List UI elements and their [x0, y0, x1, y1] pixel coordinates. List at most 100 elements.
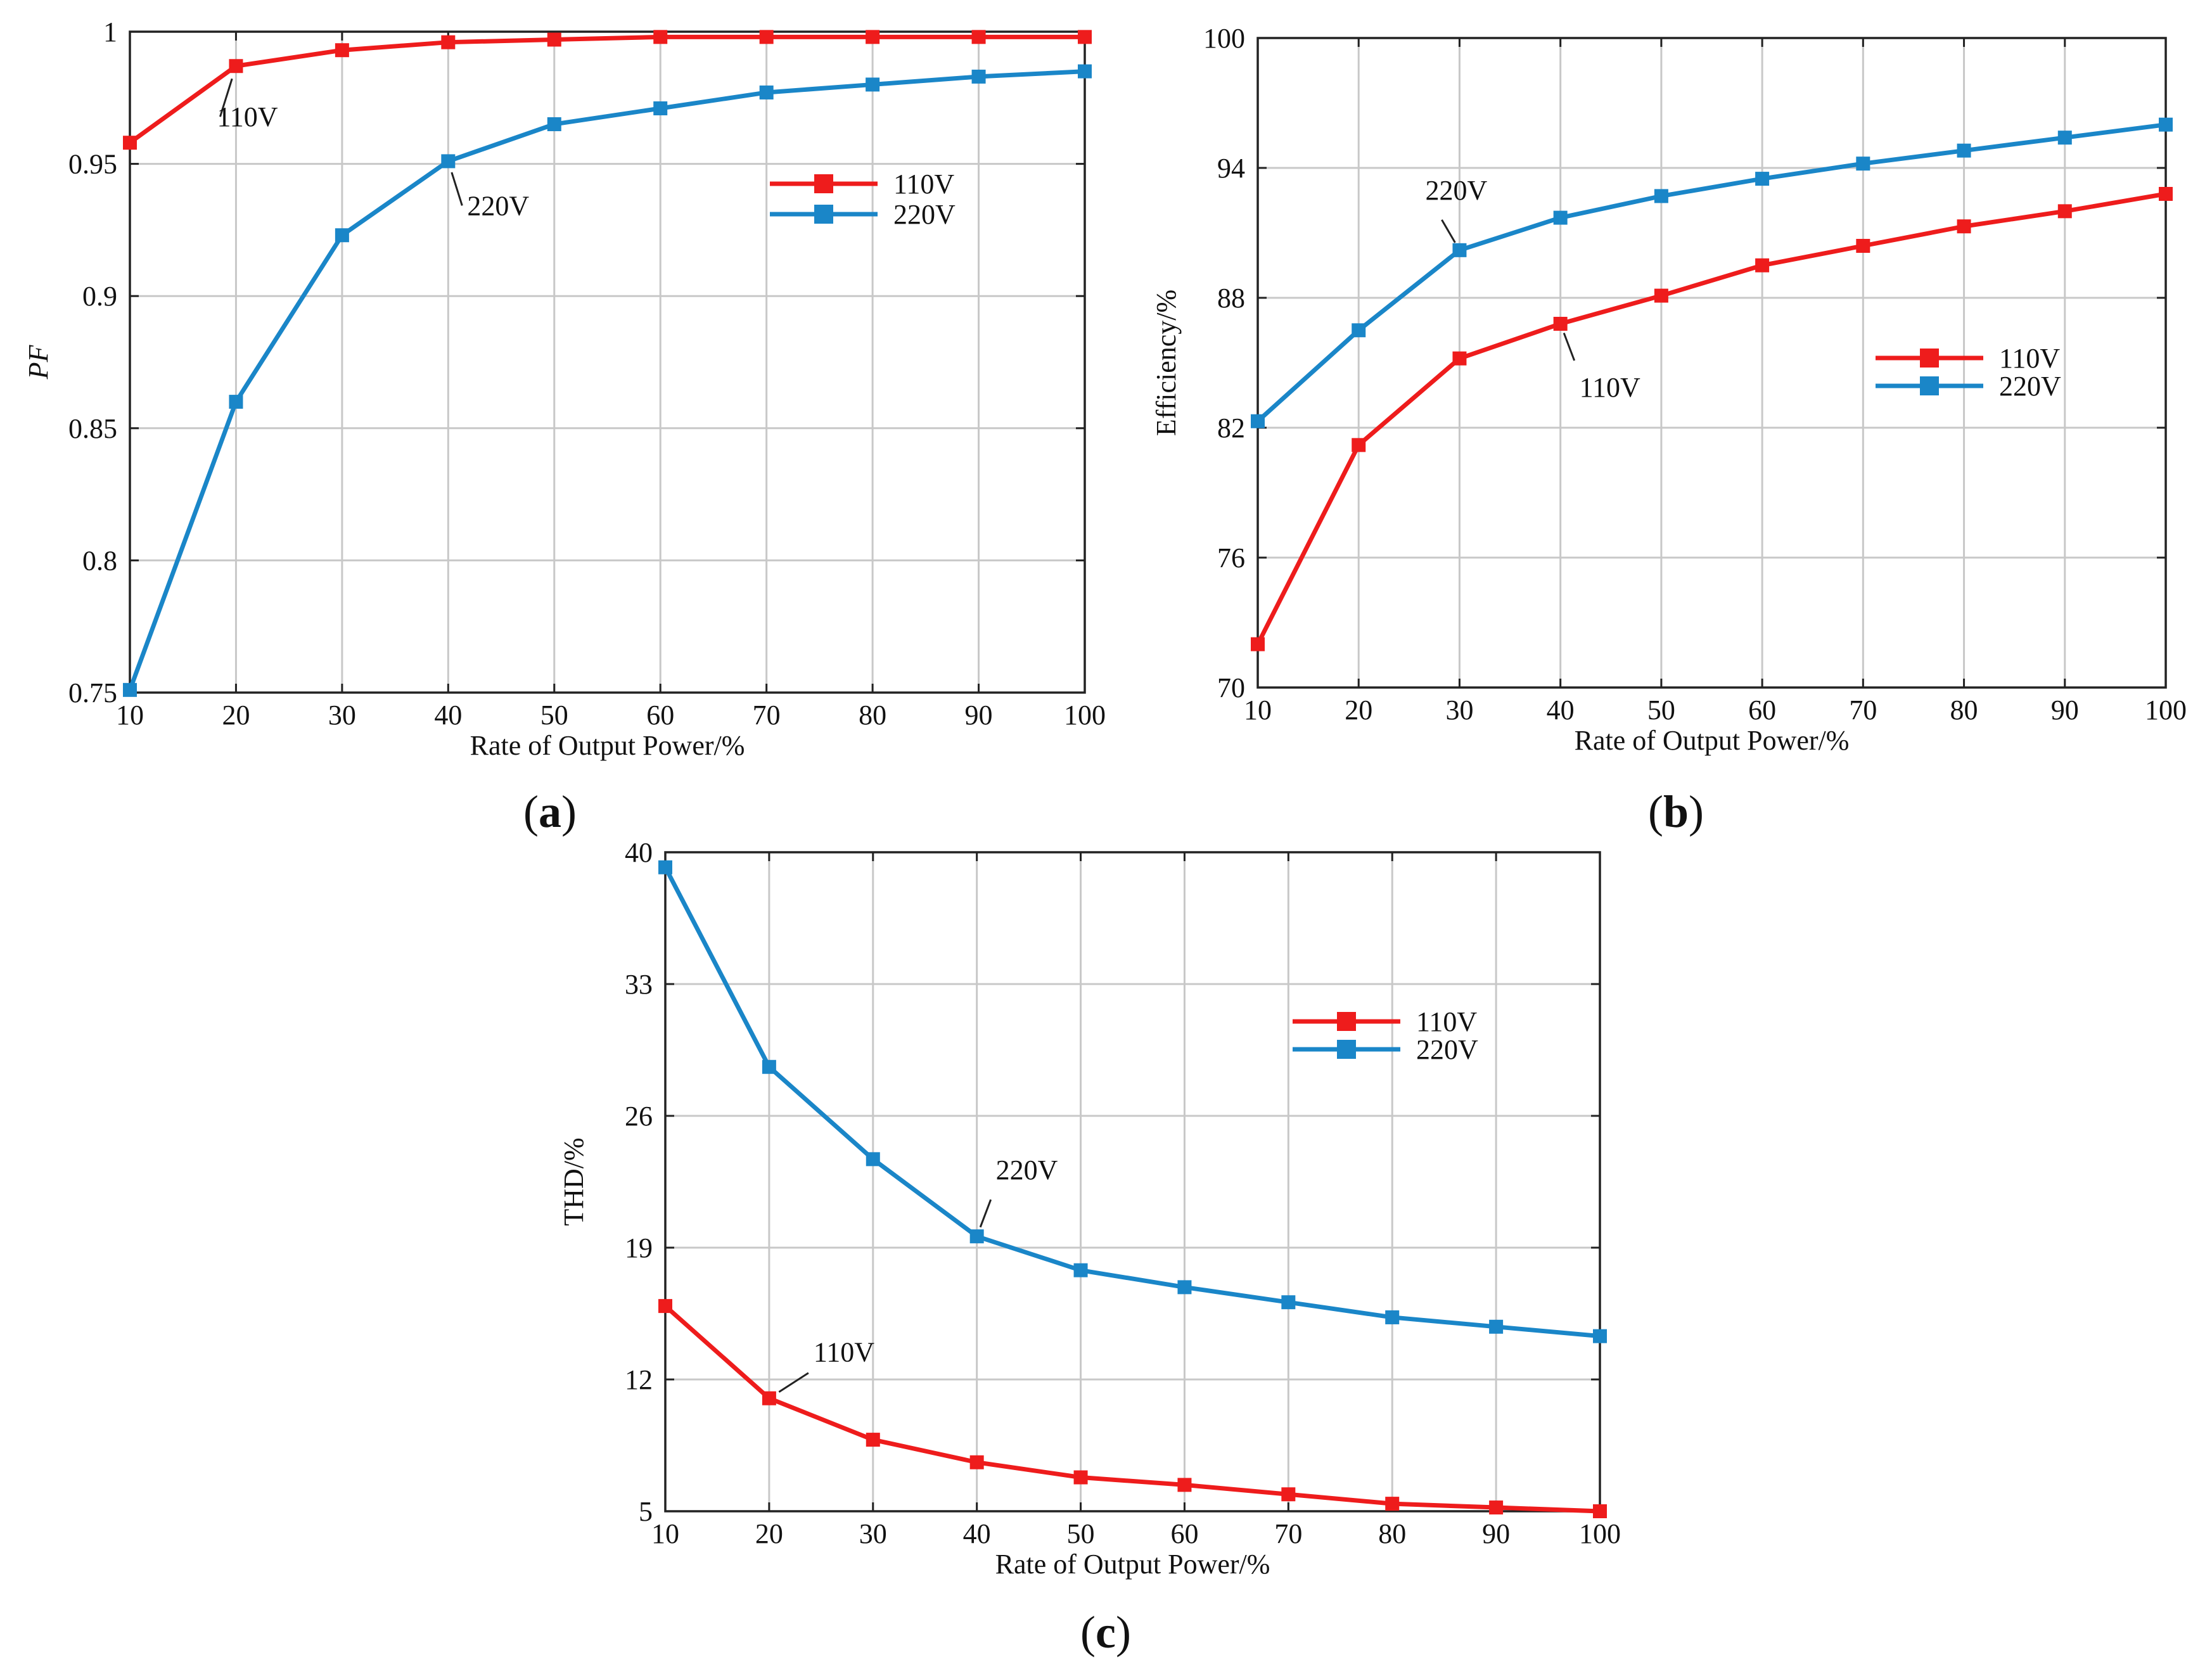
data-point-220V: [971, 69, 986, 84]
data-point-220V: [658, 860, 672, 874]
data-point-110V: [759, 30, 774, 44]
x-tick-label: 80: [859, 700, 886, 731]
data-point-110V: [123, 136, 137, 150]
y-tick-label: 1: [103, 16, 117, 48]
y-tick-label: 94: [1217, 153, 1245, 184]
x-tick-label: 20: [755, 1518, 783, 1549]
data-point-110V: [1489, 1500, 1504, 1515]
plot-frame: [129, 30, 1086, 694]
data-point-110V: [971, 30, 986, 44]
y-tick-label: 0.95: [68, 149, 117, 180]
data-point-110V: [1385, 1497, 1400, 1511]
data-point-110V: [1452, 351, 1467, 366]
legend-marker-110V: [1337, 1012, 1356, 1031]
data-point-220V: [1078, 64, 1092, 79]
data-point-220V: [1352, 323, 1366, 338]
y-tick-label: 26: [625, 1101, 653, 1132]
legend-label-110V: 110V: [1999, 343, 2060, 374]
y-tick-label: 100: [1203, 23, 1245, 54]
x-tick-label: 30: [328, 700, 356, 731]
y-axis-label: Efficiency/%: [1151, 290, 1182, 436]
data-point-220V: [1177, 1280, 1192, 1295]
data-point-220V: [1553, 210, 1568, 225]
annotation-label: 110V: [1580, 372, 1640, 403]
annotation-leader: [451, 172, 463, 206]
data-point-110V: [1755, 258, 1770, 272]
data-point-220V: [1654, 189, 1668, 203]
x-tick-label: 40: [963, 1518, 991, 1549]
data-point-220V: [762, 1059, 776, 1074]
data-point-220V: [123, 682, 137, 697]
annotation-label: 110V: [814, 1337, 874, 1368]
annotation-leader: [778, 1372, 809, 1393]
data-point-220V: [229, 395, 243, 409]
annotation-label: 110V: [217, 101, 278, 132]
x-tick-label: 70: [1274, 1518, 1302, 1549]
y-tick-label: 88: [1217, 283, 1245, 314]
y-tick-label: 82: [1217, 413, 1245, 444]
data-point-220V: [2057, 131, 2072, 145]
data-point-220V: [759, 85, 774, 99]
data-point-110V: [762, 1391, 776, 1405]
data-point-110V: [1281, 1487, 1296, 1502]
chart-panel-a: 10 20 30 40 50 60 70 80 90 100 0.75 0.8 0.85 0.9 0.95 1…: [23, 16, 1106, 837]
x-tick-label: 40: [1547, 694, 1575, 726]
data-point-220V: [1957, 143, 1971, 158]
x-tick-label: 10: [116, 700, 144, 731]
y-tick-label: 33: [625, 969, 653, 1000]
data-point-110V: [2057, 204, 2072, 219]
x-tick-label: 100: [2145, 694, 2187, 726]
x-tick-label: 70: [1849, 694, 1877, 726]
data-point-110V: [1654, 288, 1668, 303]
data-point-220V: [1593, 1329, 1607, 1343]
data-point-110V: [866, 30, 880, 44]
data-point-110V: [1352, 438, 1366, 452]
data-point-220V: [1251, 414, 1265, 428]
x-tick-label: 80: [1950, 694, 1978, 726]
x-axis-label: Rate of Output Power/%: [995, 1549, 1270, 1580]
annotation-leader: [1563, 332, 1576, 361]
data-point-110V: [441, 35, 456, 49]
legend-marker-220V: [814, 205, 833, 224]
data-point-220V: [1489, 1319, 1504, 1334]
x-tick-label: 30: [859, 1518, 887, 1549]
data-point-220V: [1073, 1263, 1088, 1277]
data-point-110V: [1177, 1478, 1192, 1492]
data-point-110V: [335, 43, 349, 58]
x-tick-label: 70: [753, 700, 781, 731]
x-axis-label: Rate of Output Power/%: [470, 730, 745, 761]
legend-label-110V: 110V: [893, 169, 954, 200]
data-point-220V: [335, 228, 349, 243]
annotation-label: 220V: [996, 1155, 1058, 1186]
data-point-220V: [1856, 157, 1870, 171]
data-point-110V: [1856, 239, 1870, 253]
chart-panel-b: 10 20 30 40 50 60 70 80 90 100 70 76 82 88 94 100 Rate o…: [1151, 23, 2187, 837]
data-point-110V: [1073, 1470, 1088, 1485]
y-tick-label: 70: [1217, 672, 1245, 703]
data-point-110V: [1251, 637, 1265, 651]
annotation-leader: [1441, 219, 1456, 243]
series-line-220V: [127, 69, 1085, 691]
y-tick-label: 0.8: [82, 545, 117, 576]
x-tick-label: 10: [651, 1518, 679, 1549]
x-tick-label: 50: [1647, 694, 1675, 726]
data-point-110V: [658, 1299, 672, 1314]
y-tick-label: 12: [625, 1364, 653, 1395]
data-point-220V: [969, 1229, 984, 1244]
legend-marker-110V: [814, 174, 833, 193]
x-tick-label: 10: [1244, 694, 1272, 726]
data-point-220V: [1385, 1310, 1400, 1324]
annotation-label: 220V: [467, 190, 529, 221]
data-point-220V: [1755, 172, 1770, 186]
data-point-220V: [1281, 1295, 1296, 1310]
x-tick-label: 100: [1064, 700, 1106, 731]
legend-label-110V: 110V: [1416, 1006, 1477, 1037]
data-point-220V: [547, 117, 561, 132]
x-tick-label: 20: [222, 700, 250, 731]
annotation-label: 220V: [1426, 175, 1488, 206]
x-tick-label: 80: [1378, 1518, 1406, 1549]
